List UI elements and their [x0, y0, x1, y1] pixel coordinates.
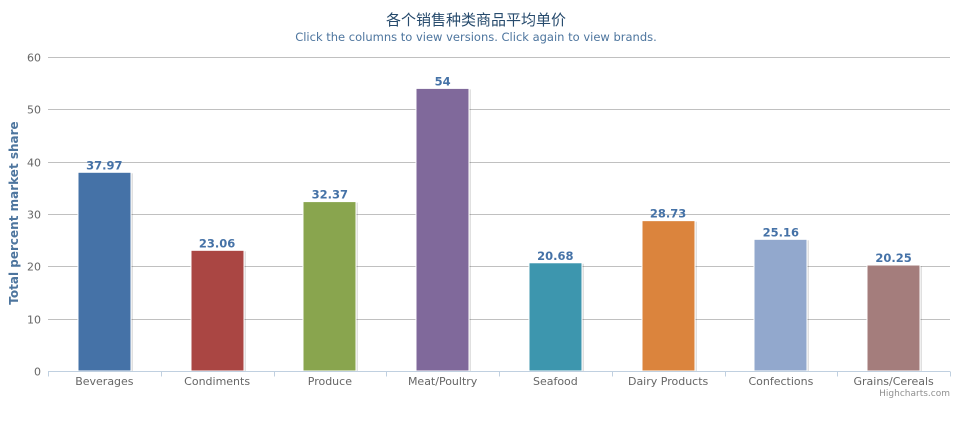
data-label: 25.16 — [763, 225, 799, 239]
y-tick-label: 20 — [27, 261, 41, 274]
bar-confections[interactable] — [753, 238, 808, 372]
x-tick-label: Beverages — [75, 375, 134, 388]
bar-dairy-products[interactable] — [641, 220, 696, 372]
y-tick-label: 40 — [27, 157, 41, 170]
x-tick-label: Meat/Poultry — [408, 375, 478, 388]
data-label: 23.06 — [199, 236, 235, 250]
data-label: 54 — [435, 74, 451, 88]
x-tick-label: Seafood — [533, 375, 578, 388]
data-label: 20.68 — [537, 249, 573, 263]
data-label: 32.37 — [312, 188, 348, 202]
bar-seafood[interactable] — [528, 262, 583, 372]
bar-meat-poultry[interactable] — [415, 87, 470, 372]
bar-condiments[interactable] — [190, 249, 245, 372]
data-label: 20.25 — [875, 251, 911, 265]
x-tick-label: Dairy Products — [628, 375, 709, 388]
bar-grains-cereals[interactable] — [866, 264, 921, 372]
grid-lines — [48, 57, 950, 320]
y-tick-label: 10 — [27, 314, 41, 327]
y-tick-label: 30 — [27, 209, 41, 222]
x-tick-label: Confections — [748, 375, 813, 388]
data-label: 37.97 — [86, 158, 122, 172]
x-axis: Beverages Condiments Produce Meat/Poultry Se… — [48, 371, 951, 388]
bar-series[interactable] — [77, 87, 922, 372]
bar-beverages[interactable] — [77, 171, 132, 372]
x-tick-label: Produce — [308, 375, 352, 388]
y-tick-label: 50 — [27, 104, 41, 117]
x-tick-label: Condiments — [184, 375, 250, 388]
y-axis-ticks: 0 10 20 30 40 50 60 — [27, 52, 41, 379]
bar-produce[interactable] — [302, 201, 357, 372]
data-labels: 37.97 23.06 32.37 54 20.68 28.73 25.16 20.25 — [86, 74, 912, 265]
x-tick-label: Grains/Cereals — [853, 375, 934, 388]
credits-link[interactable]: Highcharts.com — [879, 389, 950, 399]
data-label: 28.73 — [650, 207, 686, 221]
chart-title: 各个销售种类商品平均单价 — [386, 11, 566, 29]
y-tick-label: 0 — [34, 366, 41, 379]
y-tick-label: 60 — [27, 52, 41, 65]
chart-subtitle: Click the columns to view versions. Clic… — [295, 30, 657, 44]
y-axis-title: Total percent market share — [7, 121, 21, 304]
